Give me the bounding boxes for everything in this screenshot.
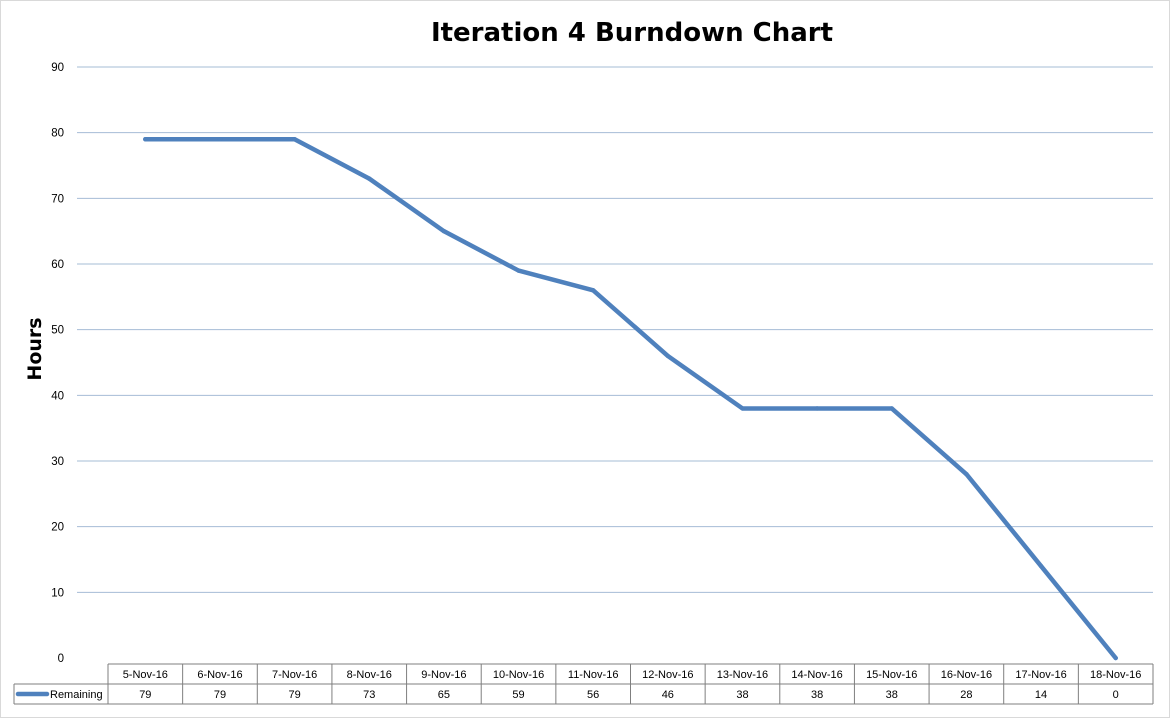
data-point: [814, 406, 820, 411]
data-point: [1113, 655, 1118, 661]
data-point: [441, 228, 447, 234]
value-label: 14: [1035, 689, 1047, 701]
category-label: 18-Nov-16: [1090, 669, 1141, 681]
category-label: 6-Nov-16: [197, 669, 242, 681]
data-table: 5-Nov-16 6-Nov-16 7-Nov-16 8-Nov-16 9-Nov-16…: [13, 663, 1154, 705]
category-label: 10-Nov-16: [493, 669, 544, 681]
data-point: [143, 137, 148, 142]
y-tick-label: 90: [51, 62, 64, 74]
data-point: [292, 137, 297, 142]
value-label: 38: [736, 689, 748, 701]
category-label: 12-Nov-16: [642, 669, 693, 681]
value-label: 59: [512, 689, 524, 701]
legend-label: Remaining: [50, 689, 103, 701]
y-tick-label: 40: [51, 390, 64, 402]
y-tick-label: 60: [51, 259, 64, 271]
data-point: [889, 406, 894, 411]
y-tick-label: 30: [51, 456, 64, 468]
value-label: 38: [886, 689, 898, 701]
value-label: 56: [587, 689, 599, 701]
series-layer: [143, 136, 1118, 661]
value-label: 79: [139, 689, 151, 701]
data-point: [1038, 563, 1044, 569]
data-point: [516, 268, 521, 273]
y-tick-label: 70: [51, 193, 64, 205]
value-label: 79: [214, 689, 226, 701]
gridlines: [77, 66, 1153, 593]
data-point: [367, 176, 372, 181]
value-label: 79: [288, 689, 300, 701]
value-label: 73: [363, 689, 375, 701]
value-label: 38: [811, 689, 823, 701]
y-axis-label: Hours: [24, 317, 46, 380]
data-point: [665, 353, 671, 359]
value-label: 0: [1113, 689, 1119, 701]
y-tick-label: 20: [51, 522, 64, 534]
category-label: 14-Nov-16: [791, 669, 842, 681]
data-point: [217, 137, 223, 142]
y-tick-label: 0: [58, 653, 64, 665]
series-line: [143, 136, 1118, 661]
category-label: 13-Nov-16: [717, 669, 768, 681]
category-label: 17-Nov-16: [1015, 669, 1066, 681]
value-label: 65: [438, 689, 450, 701]
y-tick-label: 50: [51, 325, 64, 337]
y-tick-label: 80: [51, 128, 64, 140]
y-tick-label: 10: [51, 587, 64, 599]
category-label: 8-Nov-16: [347, 669, 392, 681]
category-label: 15-Nov-16: [866, 669, 917, 681]
data-point: [964, 471, 969, 477]
category-label: 9-Nov-16: [421, 669, 466, 681]
category-label: 16-Nov-16: [941, 669, 992, 681]
chart-title: Iteration 4 Burndown Chart: [431, 18, 833, 48]
category-label: 5-Nov-16: [123, 669, 168, 681]
value-label: 46: [662, 689, 674, 701]
data-point: [590, 288, 596, 293]
value-label: 28: [960, 689, 972, 701]
category-label: 7-Nov-16: [272, 669, 317, 681]
category-label: 11-Nov-16: [568, 669, 619, 681]
y-axis-ticks: 0 10 20 30 40 50 60 70 80 90: [51, 62, 64, 665]
data-point: [740, 406, 745, 411]
